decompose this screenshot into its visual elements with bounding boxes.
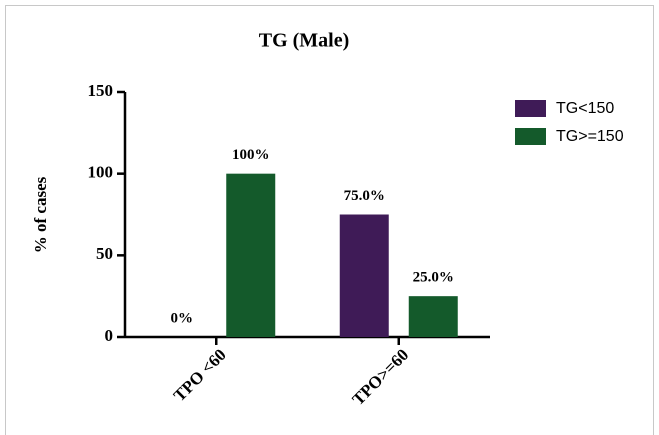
- value-label: 75.0%: [344, 188, 385, 204]
- legend-label: TG>=150: [556, 128, 624, 145]
- y-tick-label: 50: [96, 244, 113, 263]
- frame: [5, 5, 654, 435]
- y-axis-label: % of cases: [31, 176, 50, 253]
- y-tick-label: 150: [88, 81, 114, 100]
- chart-title: TG (Male): [259, 30, 350, 52]
- y-tick-label: 100: [88, 163, 114, 182]
- x-tick-label: TPO>=60: [348, 345, 412, 409]
- value-label: 25.0%: [413, 270, 454, 286]
- legend-label: TG<150: [556, 100, 614, 117]
- bar: [408, 296, 458, 337]
- legend-swatch: [515, 100, 546, 117]
- bar: [339, 214, 389, 337]
- legend-swatch: [515, 128, 546, 145]
- value-label: 100%: [232, 147, 270, 163]
- bar: [226, 173, 276, 337]
- x-tick-label: TPO <60: [170, 345, 230, 405]
- value-label: 0%: [171, 310, 194, 326]
- y-tick-label: 0: [105, 326, 114, 345]
